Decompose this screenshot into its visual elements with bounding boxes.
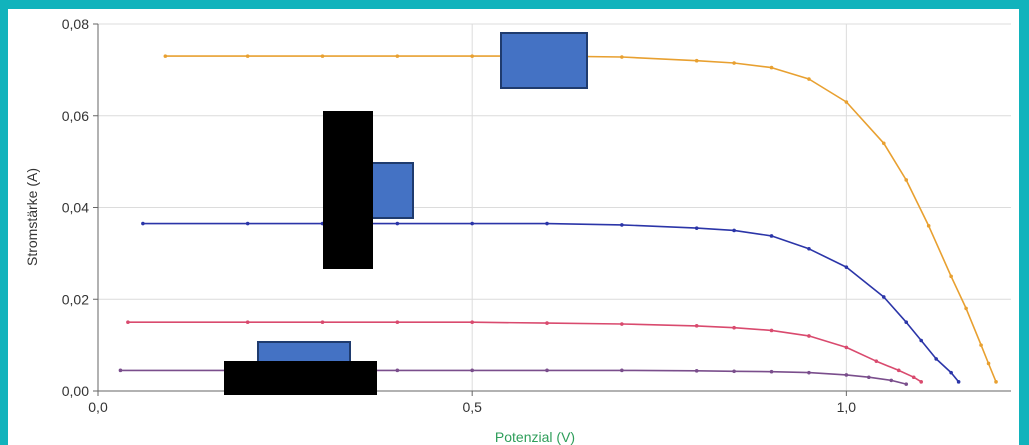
data-point (807, 370, 811, 375)
data-point (694, 226, 699, 230)
data-point (964, 306, 968, 311)
series-line-3 (127, 321, 922, 383)
y-tick-label: 0,02 (62, 291, 89, 307)
data-point (926, 224, 931, 228)
data-point (844, 345, 849, 350)
data-point (949, 274, 953, 279)
redaction-box-black (224, 361, 377, 395)
data-point (732, 228, 736, 233)
data-point (395, 54, 400, 58)
data-point (245, 54, 250, 58)
data-point (881, 141, 886, 146)
data-point (904, 320, 909, 324)
data-point (934, 357, 938, 361)
redaction-boxes (224, 32, 588, 395)
y-tick-label: 0,08 (62, 16, 89, 32)
data-point (956, 380, 961, 384)
data-point (470, 368, 474, 373)
redaction-box-blue (500, 32, 588, 89)
data-point (769, 234, 774, 238)
x-tick-label: 0,0 (88, 399, 108, 415)
data-point (732, 325, 736, 330)
data-point (986, 361, 991, 366)
redaction-box-black (323, 111, 373, 269)
data-point (769, 369, 774, 374)
data-point (844, 373, 849, 377)
data-series (118, 54, 998, 386)
data-point (844, 100, 849, 104)
data-point (545, 221, 549, 226)
data-point (881, 295, 886, 299)
data-point (904, 382, 909, 386)
data-point (732, 369, 736, 374)
tick-labels: 0,00 0,02 0,04 0,06 0,08 0,0 0,5 1,0 (62, 16, 857, 415)
data-point (620, 368, 624, 373)
data-point (919, 338, 923, 343)
redaction-box-blue (367, 162, 414, 219)
data-point (395, 368, 400, 373)
data-point (395, 221, 400, 226)
data-point (118, 368, 123, 373)
data-point (874, 359, 879, 363)
data-point (844, 265, 849, 269)
chart-frame: 0,00 0,02 0,04 0,06 0,08 0,0 0,5 1,0 Potenzial … (8, 9, 1019, 445)
series-line-1 (165, 55, 997, 383)
x-axis-label: Potenzial (V) (495, 429, 575, 445)
data-point (163, 54, 168, 58)
y-tick-label: 0,06 (62, 108, 89, 124)
data-point (904, 178, 909, 182)
data-point (141, 221, 145, 226)
data-point (769, 328, 774, 333)
data-point (694, 324, 699, 328)
data-point (620, 322, 624, 326)
data-point (395, 320, 400, 324)
data-point (545, 368, 549, 373)
data-point (620, 55, 624, 59)
data-point (949, 370, 953, 375)
y-tick-label: 0,04 (62, 200, 89, 216)
data-point (732, 61, 736, 65)
data-point (911, 375, 916, 380)
data-point (620, 223, 624, 227)
data-point (470, 320, 474, 324)
y-tick-label: 0,00 (62, 383, 89, 399)
data-point (470, 221, 474, 226)
data-point (320, 320, 325, 324)
data-point (807, 334, 811, 338)
data-point (320, 54, 325, 58)
data-point (807, 77, 811, 81)
data-point (979, 343, 983, 347)
data-point (694, 369, 699, 373)
x-tick-label: 0,5 (462, 399, 482, 415)
series-line-2 (142, 222, 960, 383)
data-point (896, 368, 901, 373)
data-point (694, 58, 699, 63)
data-point (245, 221, 250, 226)
x-tick-label: 1,0 (837, 399, 857, 415)
data-point (994, 380, 998, 384)
y-axis-label: Stromstärke (A) (24, 168, 40, 266)
data-point (245, 320, 250, 324)
data-point (769, 65, 774, 70)
data-point (470, 54, 474, 58)
data-point (807, 246, 811, 251)
data-point (889, 378, 894, 383)
data-point (126, 320, 130, 324)
data-point (867, 375, 871, 380)
line-chart: 0,00 0,02 0,04 0,06 0,08 0,0 0,5 1,0 Potenzial … (24, 16, 1011, 445)
data-point (545, 321, 549, 325)
data-point (919, 380, 923, 384)
